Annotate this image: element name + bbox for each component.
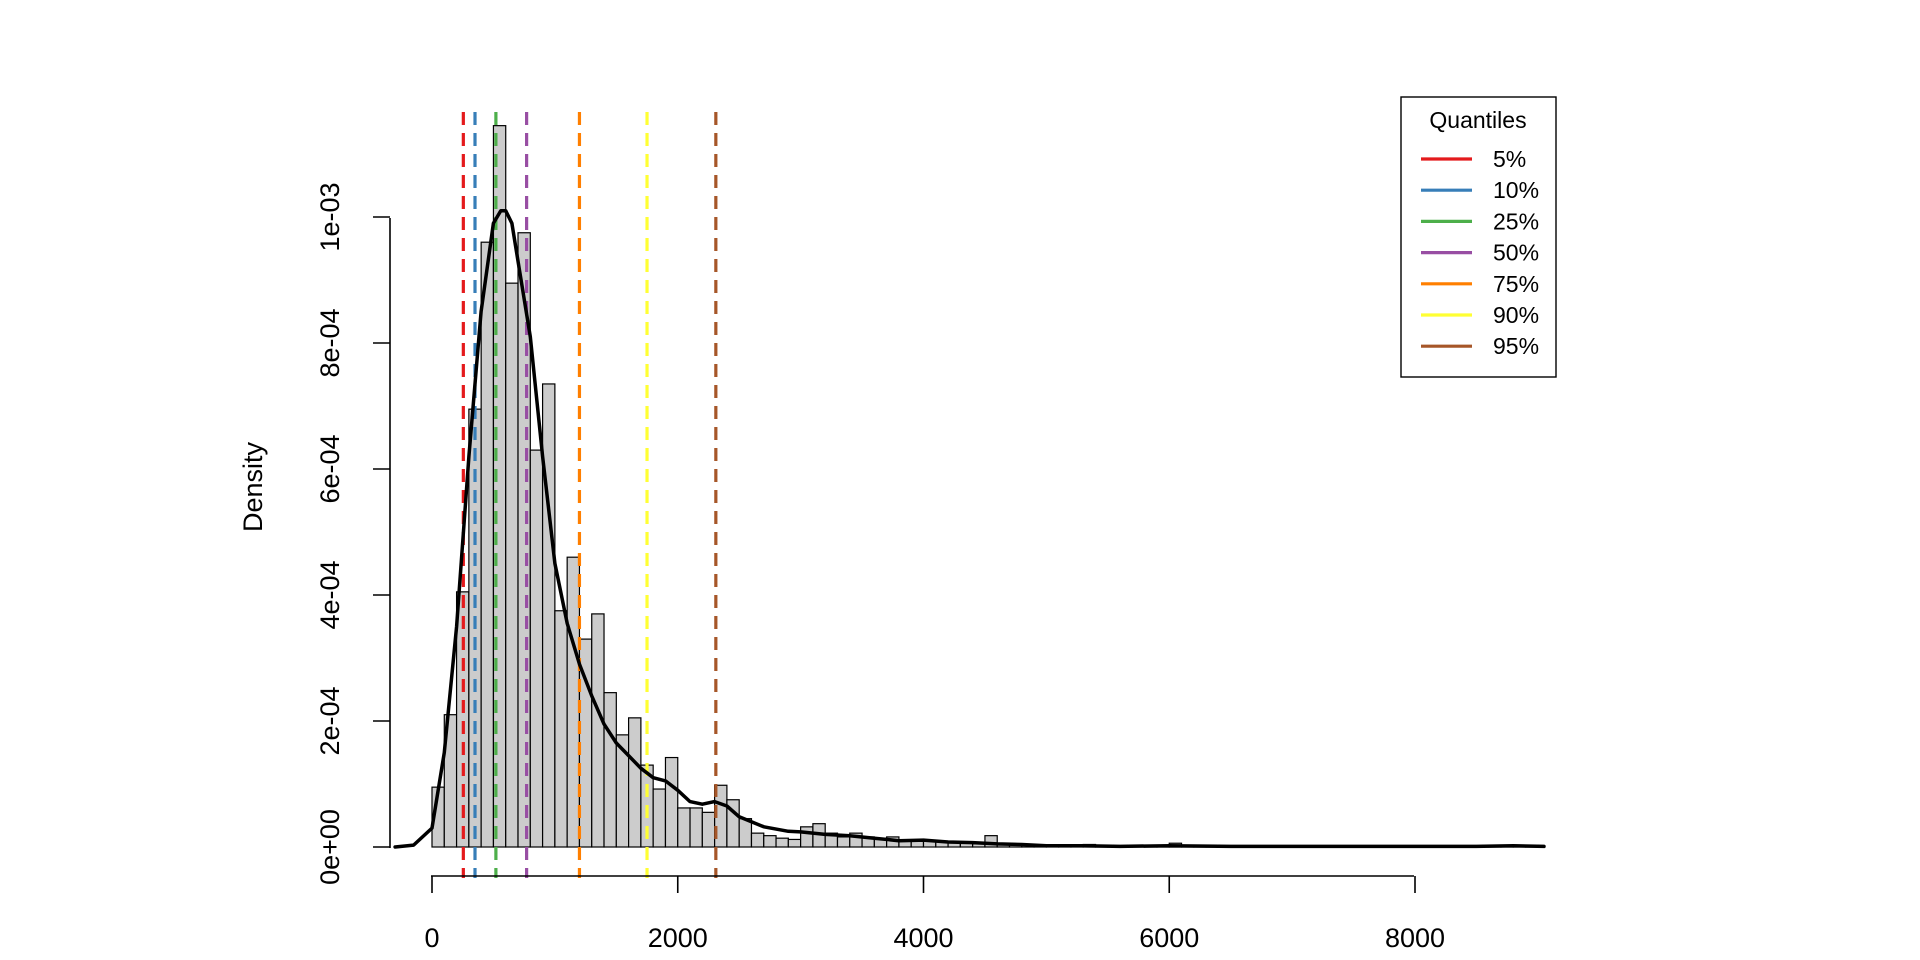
density-curve bbox=[393, 208, 1546, 849]
legend-label: 10% bbox=[1493, 177, 1539, 203]
histogram-bar bbox=[750, 832, 765, 848]
histogram-bar bbox=[787, 838, 802, 848]
histogram-bar bbox=[984, 835, 998, 848]
axes: 0 2000 4000 6000 8000 0e+00 2e-04 4e-04 6e-04 8e-… bbox=[315, 182, 1445, 953]
histogram-bar bbox=[775, 837, 789, 848]
y-tick-label: 4e-04 bbox=[315, 560, 345, 629]
y-tick-label: 6e-04 bbox=[315, 434, 345, 503]
legend-label: 50% bbox=[1493, 240, 1539, 266]
histogram-bar bbox=[800, 826, 814, 848]
y-tick-label: 8e-04 bbox=[315, 308, 345, 377]
histogram-bar bbox=[603, 692, 617, 848]
histogram-bar bbox=[566, 556, 581, 848]
y-tick-label: 2e-04 bbox=[315, 686, 345, 755]
legend-box bbox=[1400, 96, 1557, 378]
histogram-bars bbox=[431, 125, 1539, 848]
y-axis-title: Density bbox=[238, 441, 268, 532]
legend-label: 5% bbox=[1493, 146, 1526, 172]
histogram-bar bbox=[763, 835, 777, 848]
histogram-bar bbox=[529, 449, 544, 848]
x-tick-label: 8000 bbox=[1385, 923, 1445, 953]
quantile-lines bbox=[461, 112, 718, 878]
histogram-bar bbox=[492, 125, 507, 848]
histogram-bar bbox=[554, 610, 568, 848]
legend-title: Quantiles bbox=[1429, 107, 1526, 133]
legend-label: 95% bbox=[1493, 333, 1539, 359]
y-tick-label: 1e-03 bbox=[315, 182, 345, 251]
x-tick-label: 6000 bbox=[1139, 923, 1199, 953]
histogram-bar bbox=[591, 613, 605, 848]
x-tick-label: 4000 bbox=[893, 923, 953, 953]
legend-label: 75% bbox=[1493, 271, 1539, 297]
histogram-bar bbox=[910, 840, 925, 848]
histogram-bar bbox=[480, 241, 495, 848]
histogram-bar bbox=[541, 383, 556, 848]
histogram-bar bbox=[627, 717, 642, 848]
histogram-bar bbox=[664, 756, 679, 848]
histogram-bar bbox=[677, 807, 691, 848]
histogram-bar bbox=[652, 788, 667, 848]
legend-label: 25% bbox=[1493, 208, 1539, 234]
y-tick-label: 0e+00 bbox=[315, 809, 345, 885]
histogram-bar bbox=[836, 836, 851, 848]
histogram-bar bbox=[701, 811, 716, 848]
legend-label: 90% bbox=[1493, 302, 1539, 328]
histogram-bar bbox=[689, 807, 703, 848]
histogram-bar bbox=[505, 282, 519, 848]
x-tick-label: 0 bbox=[424, 923, 439, 953]
legend: Quantiles 5% 10% 25% 50% 75% 90% 95% bbox=[1400, 96, 1557, 378]
x-tick-label: 2000 bbox=[648, 923, 708, 953]
density-curve-layer bbox=[393, 208, 1546, 849]
